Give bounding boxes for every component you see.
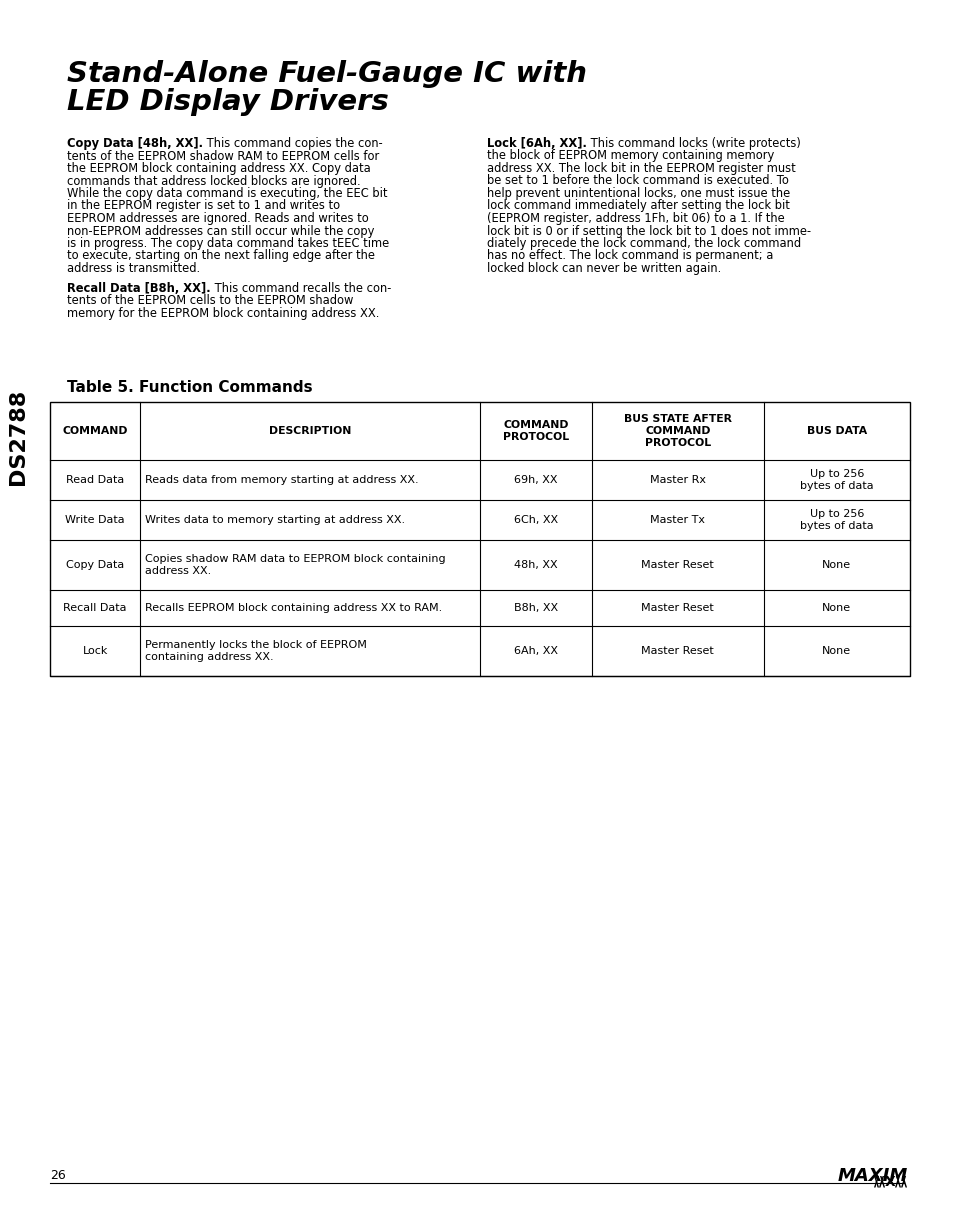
Text: Read Data: Read Data [66, 475, 124, 485]
Text: None: None [821, 645, 851, 656]
Text: BUS DATA: BUS DATA [806, 426, 866, 436]
Text: None: None [821, 560, 851, 571]
Text: tents of the EEPROM cells to the EEPROM shadow: tents of the EEPROM cells to the EEPROM … [67, 294, 353, 307]
Text: EEPROM addresses are ignored. Reads and writes to: EEPROM addresses are ignored. Reads and … [67, 212, 369, 225]
Text: Reads data from memory starting at address XX.: Reads data from memory starting at addre… [145, 475, 418, 485]
Text: locked block can never be written again.: locked block can never be written again. [486, 263, 720, 275]
Text: Master Reset: Master Reset [640, 560, 714, 571]
Text: $\mathbf{/\!\!\backslash /\!\!\backslash X/\!\!\backslash /\!\!\backslash}$: $\mathbf{/\!\!\backslash /\!\!\backslash… [872, 1174, 907, 1189]
Text: LED Display Drivers: LED Display Drivers [67, 88, 389, 117]
Text: Master Reset: Master Reset [640, 602, 714, 614]
Text: 69h, XX: 69h, XX [514, 475, 558, 485]
Text: 6Ch, XX: 6Ch, XX [514, 515, 558, 525]
Text: MAXIM: MAXIM [837, 1167, 907, 1185]
Text: Permanently locks the block of EEPROM
containing address XX.: Permanently locks the block of EEPROM co… [145, 639, 367, 663]
Text: This command recalls the con-: This command recalls the con- [211, 281, 391, 294]
Text: Recalls EEPROM block containing address XX to RAM.: Recalls EEPROM block containing address … [145, 602, 442, 614]
Text: COMMAND
PROTOCOL: COMMAND PROTOCOL [502, 420, 568, 442]
Text: help prevent unintentional locks, one must issue the: help prevent unintentional locks, one mu… [486, 187, 789, 200]
Text: None: None [821, 602, 851, 614]
Text: address is transmitted.: address is transmitted. [67, 263, 200, 275]
Text: tents of the EEPROM shadow RAM to EEPROM cells for: tents of the EEPROM shadow RAM to EEPROM… [67, 150, 379, 162]
Text: Copy Data [48h, XX].: Copy Data [48h, XX]. [67, 137, 203, 150]
Text: Write Data: Write Data [65, 515, 125, 525]
Text: memory for the EEPROM block containing address XX.: memory for the EEPROM block containing a… [67, 307, 379, 319]
Text: 26: 26 [50, 1169, 66, 1182]
Text: the block of EEPROM memory containing memory: the block of EEPROM memory containing me… [486, 150, 774, 162]
Text: Copies shadow RAM data to EEPROM block containing
address XX.: Copies shadow RAM data to EEPROM block c… [145, 553, 445, 577]
Text: BUS STATE AFTER
COMMAND
PROTOCOL: BUS STATE AFTER COMMAND PROTOCOL [623, 413, 731, 448]
Text: the EEPROM block containing address XX. Copy data: the EEPROM block containing address XX. … [67, 162, 371, 175]
Text: This command copies the con-: This command copies the con- [203, 137, 382, 150]
Text: Copy Data: Copy Data [66, 560, 124, 571]
Text: Up to 256
bytes of data: Up to 256 bytes of data [800, 469, 873, 491]
Text: Recall Data: Recall Data [63, 602, 127, 614]
Text: This command locks (write protects): This command locks (write protects) [586, 137, 800, 150]
Text: COMMAND: COMMAND [62, 426, 128, 436]
Text: Master Reset: Master Reset [640, 645, 714, 656]
Text: be set to 1 before the lock command is executed. To: be set to 1 before the lock command is e… [486, 174, 788, 188]
Text: Stand-Alone Fuel-Gauge IC with: Stand-Alone Fuel-Gauge IC with [67, 60, 586, 88]
Text: Master Tx: Master Tx [650, 515, 704, 525]
Text: diately precede the lock command, the lock command: diately precede the lock command, the lo… [486, 237, 801, 250]
Text: address XX. The lock bit in the EEPROM register must: address XX. The lock bit in the EEPROM r… [486, 162, 795, 175]
Text: Recall Data [B8h, XX].: Recall Data [B8h, XX]. [67, 281, 211, 294]
Text: commands that address locked blocks are ignored.: commands that address locked blocks are … [67, 174, 360, 188]
Text: (EEPROM register, address 1Fh, bit 06) to a 1. If the: (EEPROM register, address 1Fh, bit 06) t… [486, 212, 784, 225]
Text: 48h, XX: 48h, XX [514, 560, 558, 571]
Bar [50, 402, 909, 676]
Text: Table 5. Function Commands: Table 5. Function Commands [67, 380, 313, 395]
Text: While the copy data command is executing, the EEC bit: While the copy data command is executing… [67, 187, 387, 200]
Text: DESCRIPTION: DESCRIPTION [269, 426, 351, 436]
Text: DS2788: DS2788 [8, 389, 28, 485]
Text: lock bit is 0 or if setting the lock bit to 1 does not imme-: lock bit is 0 or if setting the lock bit… [486, 225, 810, 238]
Text: 6Ah, XX: 6Ah, XX [514, 645, 558, 656]
Text: is in progress. The copy data command takes tEEC time: is in progress. The copy data command ta… [67, 237, 389, 250]
Text: lock command immediately after setting the lock bit: lock command immediately after setting t… [486, 200, 789, 212]
Text: in the EEPROM register is set to 1 and writes to: in the EEPROM register is set to 1 and w… [67, 200, 340, 212]
Text: to execute, starting on the next falling edge after the: to execute, starting on the next falling… [67, 249, 375, 263]
Text: Up to 256
bytes of data: Up to 256 bytes of data [800, 509, 873, 531]
Text: has no effect. The lock command is permanent; a: has no effect. The lock command is perma… [486, 249, 773, 263]
Text: non-EEPROM addresses can still occur while the copy: non-EEPROM addresses can still occur whi… [67, 225, 374, 238]
Text: Lock [6Ah, XX].: Lock [6Ah, XX]. [486, 137, 586, 150]
Text: Lock: Lock [82, 645, 108, 656]
Text: Writes data to memory starting at address XX.: Writes data to memory starting at addres… [145, 515, 405, 525]
Text: Master Rx: Master Rx [649, 475, 705, 485]
Text: B8h, XX: B8h, XX [514, 602, 558, 614]
